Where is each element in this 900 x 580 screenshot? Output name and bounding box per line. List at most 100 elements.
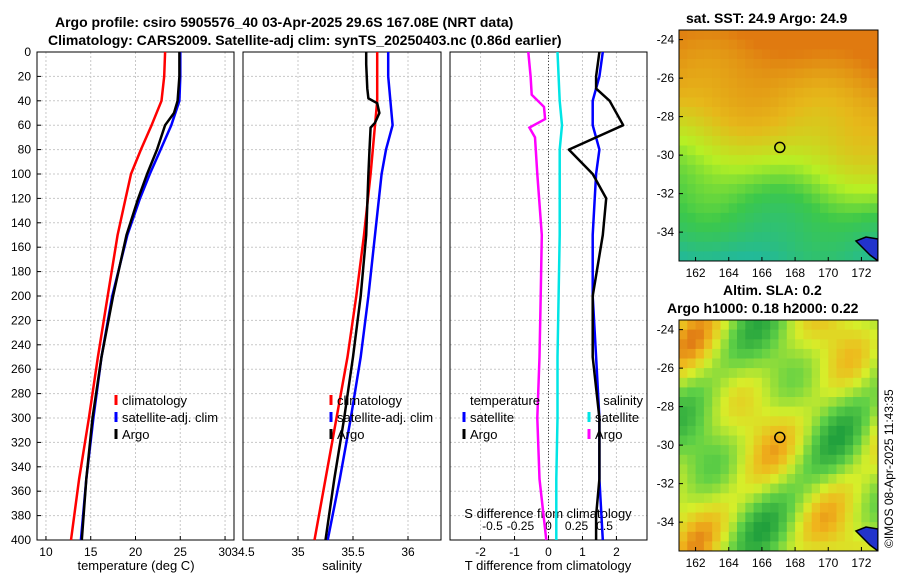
g-sla-cell xyxy=(803,474,813,485)
g-sla-cell xyxy=(803,397,813,408)
g-sla-cell xyxy=(712,493,722,504)
g-sst-cell xyxy=(828,87,838,98)
g-sla-cell xyxy=(811,464,821,475)
g-sla-cell xyxy=(811,339,821,350)
g-sla-cell xyxy=(770,339,780,350)
g-sla-cell xyxy=(745,397,755,408)
temp-xtick-label: 20 xyxy=(129,545,143,559)
g-sla-cell xyxy=(795,512,804,523)
g-sla-cell xyxy=(728,445,738,456)
g-sla-cell xyxy=(720,464,730,475)
g-sst-cell xyxy=(778,184,788,195)
temp-legend-label: satellite-adj. clim xyxy=(122,410,218,425)
g-sst-cell xyxy=(737,241,746,252)
g-sla-cell xyxy=(853,445,862,456)
g-sla-cell xyxy=(770,387,780,398)
g-sst-cell xyxy=(687,30,697,41)
g-sst-cell xyxy=(869,87,878,98)
g-sst-cell xyxy=(753,30,763,41)
g-sla-cell xyxy=(761,502,771,514)
temp-xtick-label: 15 xyxy=(84,545,98,559)
g-sla-cell xyxy=(720,377,730,388)
sla-map-title-line2: Argo h1000: 0.18 h2000: 0.22 xyxy=(667,300,859,316)
g-sla-cell xyxy=(728,483,738,494)
g-sst-cell xyxy=(703,116,713,127)
g-sla-cell xyxy=(712,522,722,533)
g-sla-cell xyxy=(811,329,821,340)
g-sla-cell xyxy=(836,406,846,417)
g-sla-cell xyxy=(720,348,730,360)
g-sst-cell xyxy=(737,107,746,118)
g-sst-cell xyxy=(753,155,763,166)
g-sst-cell xyxy=(761,174,771,185)
g-sst-cell xyxy=(853,68,862,79)
g-sst-cell xyxy=(828,39,838,50)
g-sst-cell xyxy=(828,107,838,118)
g-sst-cell xyxy=(745,145,755,156)
temp-ytick-label: 320 xyxy=(11,435,31,449)
g-sst-cell xyxy=(745,241,755,252)
g-sla-cell xyxy=(828,425,838,437)
g-sst-cell xyxy=(695,135,705,147)
g-sla-cell xyxy=(745,358,755,369)
g-sst-cell xyxy=(728,87,738,98)
g-sla-cell xyxy=(687,522,697,533)
g-sla-cell xyxy=(712,435,722,446)
g-sla-cell xyxy=(679,541,688,551)
g-sst-cell xyxy=(861,155,871,166)
g-sst-cell xyxy=(869,135,878,147)
g-sla-cell xyxy=(778,531,788,542)
g-sst-cell xyxy=(737,116,746,127)
g-sla-ytick-label: -24 xyxy=(657,323,675,337)
g-sla-cell xyxy=(679,435,688,446)
temp-ytick-label: 80 xyxy=(18,143,32,157)
g-sla-cell xyxy=(828,531,838,542)
g-sla-cell xyxy=(712,425,722,437)
g-sst-cell xyxy=(828,174,838,185)
g-sst-cell xyxy=(803,107,813,118)
g-sla-cell xyxy=(778,464,788,475)
g-sla-cell xyxy=(778,454,788,465)
g-sst-cell xyxy=(869,78,878,89)
g-sst-cell xyxy=(745,193,755,204)
g-sst-cell xyxy=(795,193,804,204)
g-sst-cell xyxy=(786,203,796,214)
g-sla-cell xyxy=(786,368,796,379)
g-sst-cell xyxy=(778,135,788,147)
g-sst-cell xyxy=(820,30,829,41)
g-sla-cell xyxy=(712,502,722,514)
g-sst-cell xyxy=(770,212,780,224)
g-sst-cell xyxy=(703,87,713,98)
g-sla-cell xyxy=(786,397,796,408)
g-sst-cell xyxy=(712,251,722,261)
g-sla-cell xyxy=(795,454,804,465)
g-sst-cell xyxy=(687,155,697,166)
sal-series-Argo xyxy=(324,52,381,541)
diff-xlabel2: S difference from climatology xyxy=(464,506,632,521)
temp-xlabel: temperature (deg C) xyxy=(77,558,194,573)
g-sst-cell xyxy=(795,184,804,195)
g-sla-cell xyxy=(844,464,854,475)
temp-ytick-label: 240 xyxy=(11,338,31,352)
g-sla-cell xyxy=(720,416,730,427)
sal-xtick-label: 35.5 xyxy=(341,545,365,559)
g-sla-cell xyxy=(703,445,713,456)
g-sla-cell xyxy=(844,531,854,542)
g-sst-cell xyxy=(778,78,788,89)
g-sla-cell xyxy=(687,483,697,494)
g-sla-cell xyxy=(770,425,780,437)
g-sla-cell xyxy=(828,522,838,533)
g-sst-cell xyxy=(869,107,878,118)
g-sst-cell xyxy=(712,155,722,166)
g-sst-cell xyxy=(861,30,871,41)
g-sla-cell xyxy=(687,464,697,475)
g-sla-cell xyxy=(869,464,878,475)
g-sst-cell xyxy=(720,184,730,195)
g-sst-cell xyxy=(737,97,746,108)
g-sst-cell xyxy=(728,193,738,204)
g-sla-cell xyxy=(761,454,771,465)
g-sst-cell xyxy=(844,116,854,127)
temp-ytick-label: 300 xyxy=(11,411,31,425)
g-sst-cell xyxy=(695,212,705,224)
g-sla-cell xyxy=(695,339,705,350)
